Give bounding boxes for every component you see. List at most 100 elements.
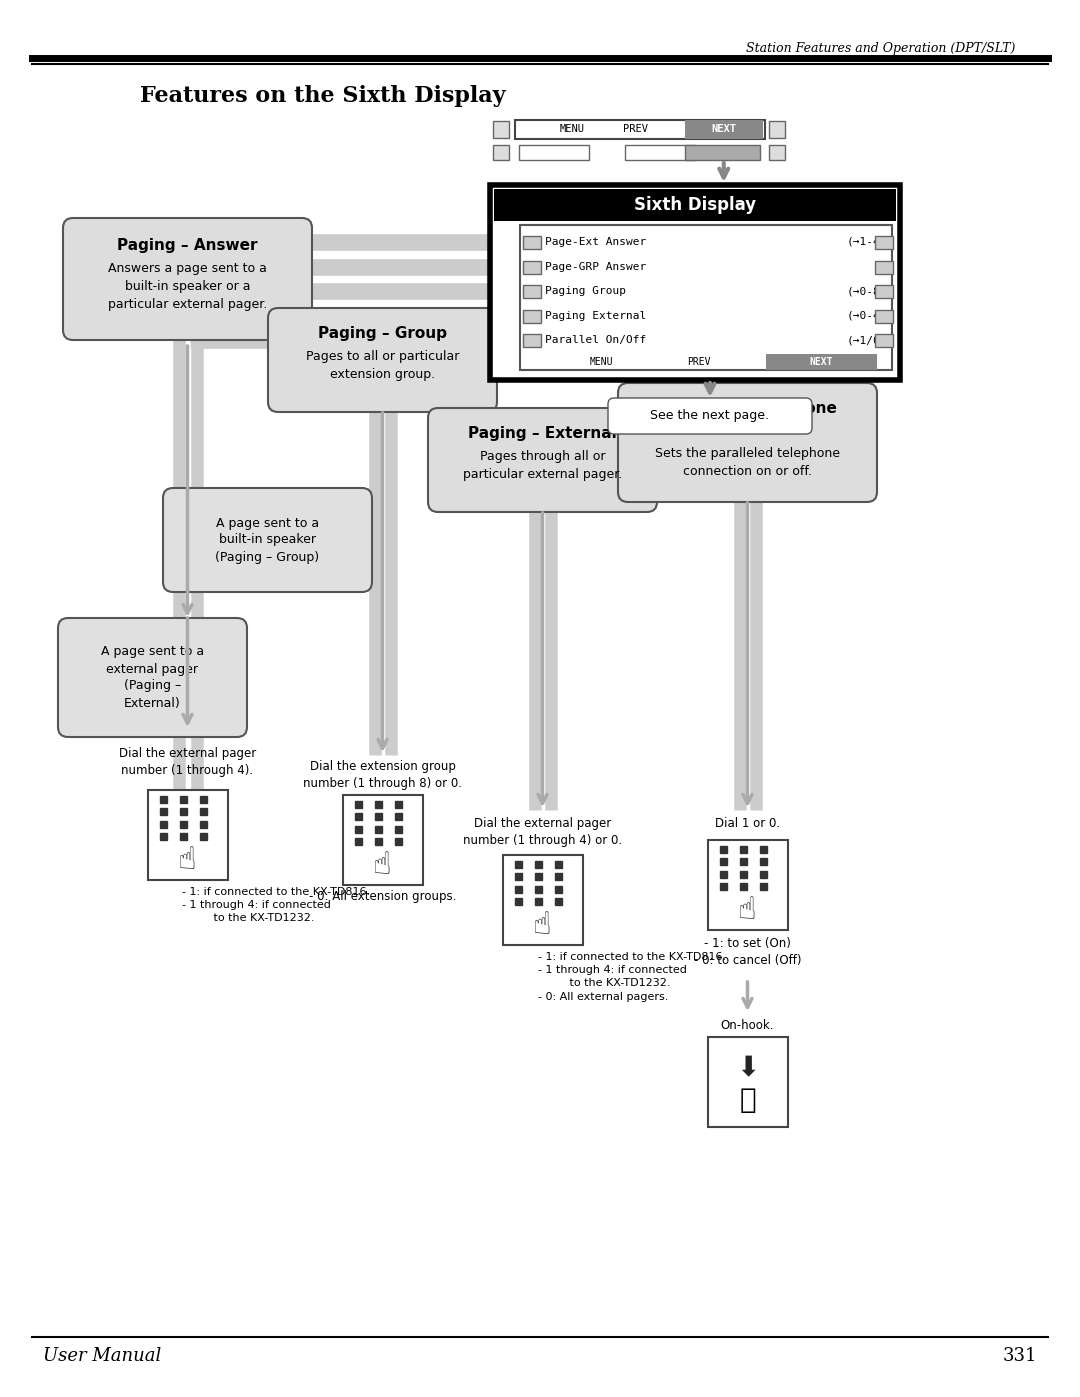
Bar [554, 886, 562, 893]
Bar [523, 310, 541, 323]
Bar [707, 840, 787, 930]
Bar [394, 800, 402, 807]
Bar [200, 796, 206, 803]
Text: Dial the external pager
number (1 through 4).: Dial the external pager number (1 throug… [119, 747, 256, 777]
Bar [200, 809, 206, 816]
Text: - 0: All extension groups.: - 0: All extension groups. [309, 890, 456, 902]
Bar [179, 796, 187, 803]
Text: Dial the external pager
number (1 through 4) or 0.: Dial the external pager number (1 throug… [463, 817, 622, 847]
Text: (→1-4): (→1-4) [847, 237, 888, 247]
Bar [523, 285, 541, 298]
Bar [535, 873, 541, 880]
Bar [160, 833, 166, 840]
Text: Station Features and Operation (DPT/SLT): Station Features and Operation (DPT/SLT) [746, 42, 1015, 54]
Text: (→0-4): (→0-4) [847, 310, 888, 321]
Bar [759, 870, 767, 877]
Bar [554, 898, 562, 905]
Bar [200, 833, 206, 840]
Bar [354, 826, 362, 833]
Text: Paging – Group: Paging – Group [318, 326, 447, 341]
Text: User Manual: User Manual [43, 1347, 161, 1365]
Bar [514, 873, 522, 880]
Bar [685, 120, 762, 138]
Bar [502, 855, 582, 944]
Bar [740, 870, 746, 877]
Text: 331: 331 [1002, 1347, 1037, 1365]
Bar [160, 809, 166, 816]
Text: See the next page.: See the next page. [650, 409, 769, 422]
Bar [354, 800, 362, 807]
Bar [375, 800, 381, 807]
Bar [685, 145, 760, 161]
Text: Paging – External: Paging – External [468, 426, 617, 441]
Bar [769, 122, 785, 138]
Bar [875, 334, 893, 348]
Bar [523, 236, 541, 249]
Text: Sets the paralleled telephone
connection on or off.: Sets the paralleled telephone connection… [654, 447, 840, 478]
Text: 📞: 📞 [739, 1085, 756, 1113]
Text: - 1: if connected to the KX-TD816.
- 1 through 4: if connected
         to the K: - 1: if connected to the KX-TD816. - 1 t… [183, 887, 370, 923]
Bar [492, 122, 509, 138]
Bar [519, 145, 589, 161]
Bar [514, 861, 522, 868]
FancyBboxPatch shape [428, 408, 657, 511]
Text: Paging External: Paging External [545, 310, 646, 321]
Bar [535, 898, 541, 905]
Text: A page sent to a
external pager
(Paging –
External): A page sent to a external pager (Paging … [100, 645, 204, 710]
Bar [719, 870, 727, 877]
Bar [494, 189, 896, 221]
Bar [354, 838, 362, 845]
Text: On-hook.: On-hook. [720, 1018, 774, 1032]
FancyBboxPatch shape [63, 218, 312, 339]
Text: MENU: MENU [590, 358, 613, 367]
Bar [554, 873, 562, 880]
Bar [719, 883, 727, 890]
Bar [535, 861, 541, 868]
Bar [759, 883, 767, 890]
Text: Paralleled Telephone
Connection: Paralleled Telephone Connection [658, 401, 837, 434]
FancyBboxPatch shape [608, 398, 812, 434]
Text: NEXT: NEXT [712, 124, 737, 134]
Text: Paging Group: Paging Group [545, 286, 626, 296]
Bar [490, 184, 900, 380]
Bar [514, 886, 522, 893]
Bar [394, 826, 402, 833]
Bar [179, 809, 187, 816]
FancyBboxPatch shape [618, 383, 877, 502]
Bar [740, 858, 746, 865]
Text: PREV: PREV [687, 358, 711, 367]
Text: - 1: to set (On)
- 0: to cancel (Off): - 1: to set (On) - 0: to cancel (Off) [693, 937, 801, 967]
Text: ☝: ☝ [374, 851, 392, 880]
Bar [719, 858, 727, 865]
Bar [354, 813, 362, 820]
Text: Dial the extension group
number (1 through 8) or 0.: Dial the extension group number (1 throu… [303, 760, 462, 789]
Bar [523, 334, 541, 348]
Bar [625, 145, 696, 161]
Bar [200, 821, 206, 828]
Bar [875, 261, 893, 274]
Bar [515, 120, 765, 138]
Text: Answers a page sent to a
built-in speaker or a
particular external pager.: Answers a page sent to a built-in speake… [108, 263, 267, 312]
Bar [766, 353, 877, 370]
Bar [740, 883, 746, 890]
Bar [394, 813, 402, 820]
Bar [535, 886, 541, 893]
Bar [740, 847, 746, 854]
Text: Sixth Display: Sixth Display [634, 196, 756, 214]
Bar [519, 225, 892, 370]
FancyBboxPatch shape [163, 488, 372, 592]
Text: (→0-8): (→0-8) [847, 286, 888, 296]
Text: Features on the Sixth Display: Features on the Sixth Display [140, 85, 507, 108]
Bar [875, 310, 893, 323]
Bar [707, 1037, 787, 1127]
Bar [759, 847, 767, 854]
Text: NEXT: NEXT [810, 358, 833, 367]
Bar [179, 833, 187, 840]
Bar [554, 861, 562, 868]
Text: ☝: ☝ [739, 895, 757, 925]
Bar [769, 145, 785, 161]
Bar [375, 838, 381, 845]
FancyBboxPatch shape [268, 307, 497, 412]
Text: ☝: ☝ [178, 845, 197, 875]
Bar [492, 145, 509, 161]
